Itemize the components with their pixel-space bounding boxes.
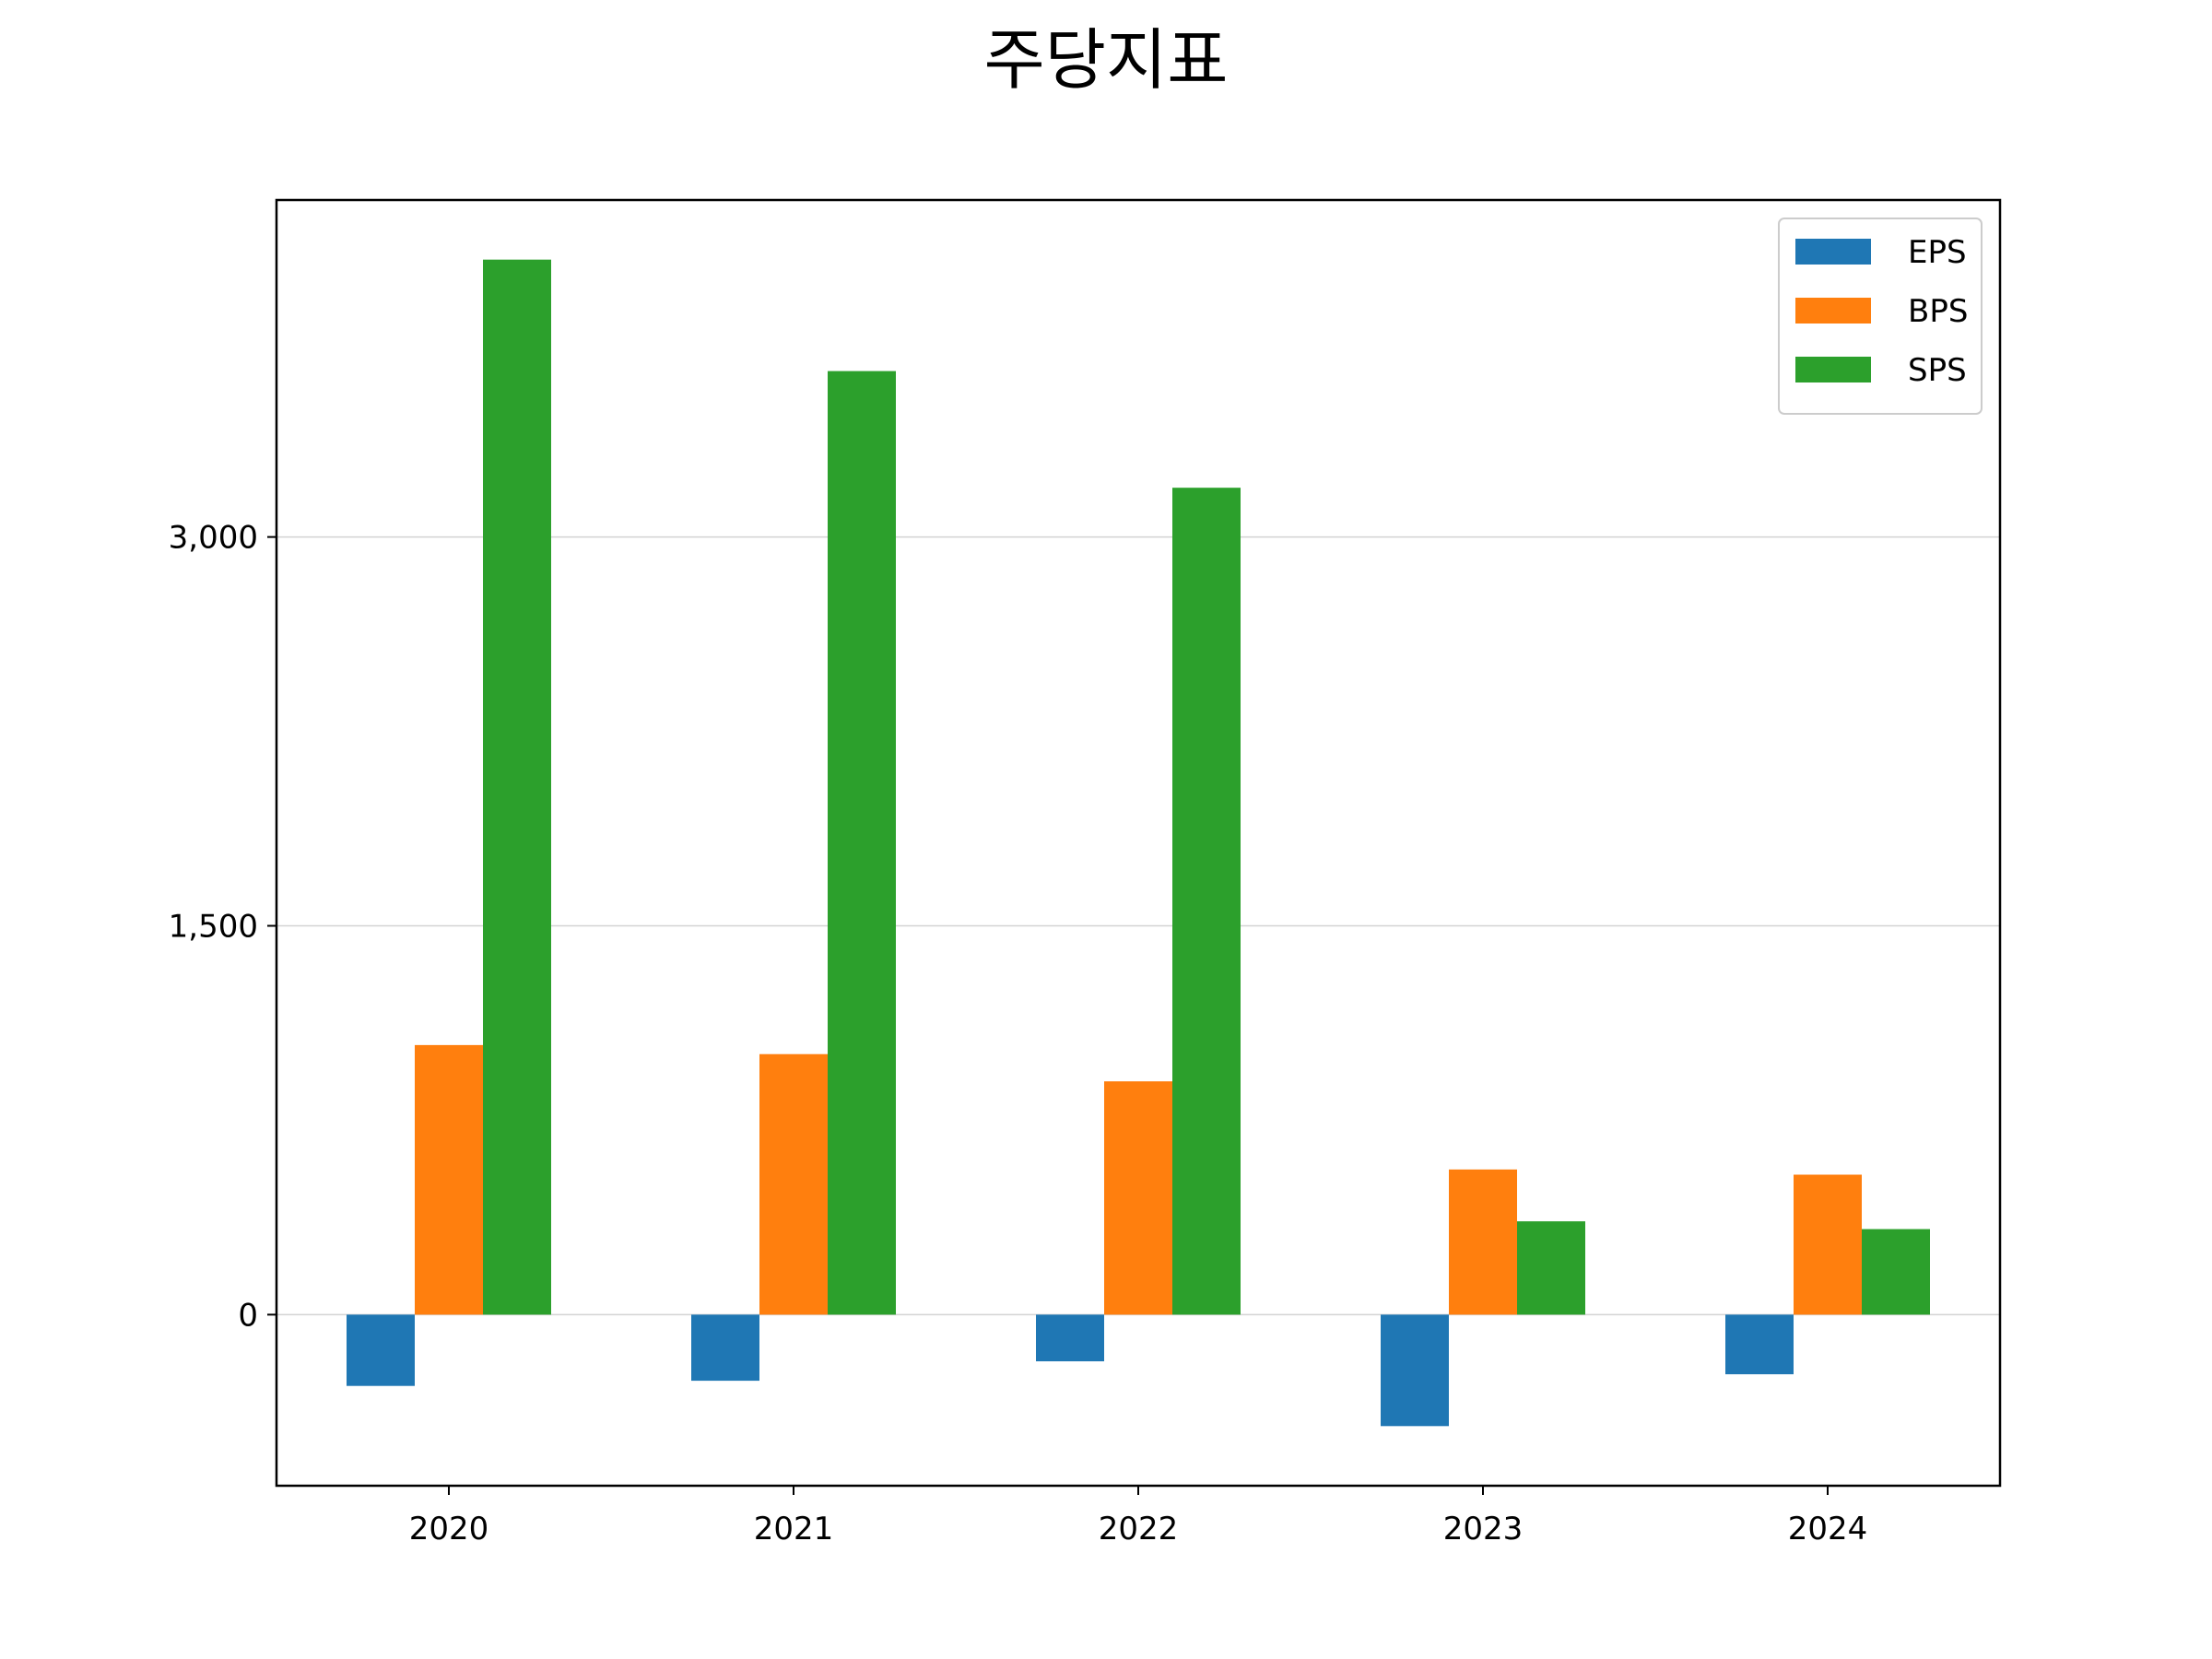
x-tick-label-1: 2021 <box>754 1511 834 1547</box>
bar-eps-2020 <box>347 1314 415 1386</box>
bar-bps-2024 <box>1794 1174 1862 1315</box>
y-tick-label-0: 0 <box>238 1297 258 1334</box>
legend-swatch-bps <box>1795 298 1871 324</box>
legend-label-sps: SPS <box>1908 352 1967 389</box>
bar-sps-2024 <box>1862 1229 1930 1315</box>
x-tick-label-3: 2023 <box>1443 1511 1524 1547</box>
bar-sps-2023 <box>1517 1221 1585 1315</box>
bar-bps-2021 <box>759 1053 828 1315</box>
y-tick-label-1: 1,500 <box>169 909 258 946</box>
bar-bps-2023 <box>1449 1169 1517 1315</box>
bar-eps-2022 <box>1036 1314 1104 1361</box>
bar-eps-2024 <box>1725 1314 1794 1375</box>
x-tick-label-2: 2022 <box>1099 1511 1179 1547</box>
x-axis: 2020 2021 2022 2023 2024 <box>409 1486 1868 1547</box>
bar-sps-2021 <box>828 371 896 1315</box>
y-tick-label-2: 3,000 <box>169 520 258 557</box>
bar-bps-2020 <box>415 1044 483 1315</box>
y-axis: 0 1,500 3,000 <box>169 520 276 1334</box>
legend: EPS BPS SPS <box>1778 218 1983 415</box>
legend-label-eps: EPS <box>1908 234 1967 271</box>
bar-eps-2023 <box>1381 1314 1449 1427</box>
bar-bps-2022 <box>1104 1081 1172 1315</box>
chart-title: 주당지표 <box>984 21 1229 99</box>
bars <box>347 259 1930 1427</box>
legend-swatch-sps <box>1795 357 1871 382</box>
legend-label-bps: BPS <box>1908 293 1968 330</box>
x-tick-label-4: 2024 <box>1788 1511 1868 1547</box>
bar-eps-2021 <box>691 1314 759 1382</box>
legend-swatch-eps <box>1795 239 1871 265</box>
bar-sps-2020 <box>483 259 551 1315</box>
x-tick-label-0: 2020 <box>409 1511 489 1547</box>
bar-sps-2022 <box>1172 488 1241 1315</box>
